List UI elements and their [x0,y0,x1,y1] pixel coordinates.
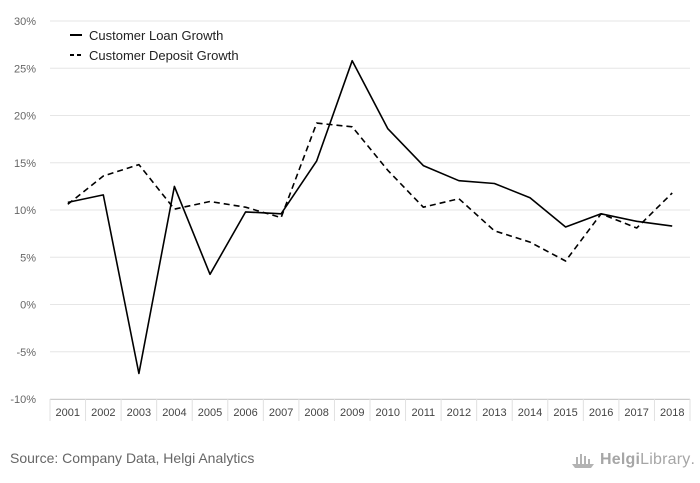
legend-label-2: Customer Deposit Growth [89,48,239,63]
series-line-1 [67,59,673,375]
x-tick-label: 2018 [660,407,684,419]
x-tick-label: 2002 [91,407,115,419]
x-tick-label: 2004 [162,407,186,419]
x-tick-label: 2012 [447,407,471,419]
x-tick-label: 2017 [624,407,648,419]
y-tick-label: -5% [16,347,36,359]
x-axis-ticks: 2001 2002 2003 2004 2005 2006 2007 2008 2009 2010… [56,407,685,419]
series-line-2 [67,122,673,262]
legend: Customer Loan Growth Customer Deposit Gro… [70,28,239,63]
legend-label-1: Customer Loan Growth [89,28,223,43]
brand-dot: . [690,451,696,468]
x-tick-label: 2005 [198,407,222,419]
x-tick-label: 2016 [589,407,613,419]
y-tick-label: 0% [20,300,36,312]
brand-logo: Helgi Library. [570,450,695,470]
x-tick-label: 2007 [269,407,293,419]
x-tick-label: 2001 [56,407,80,419]
y-tick-label: -10% [10,394,36,406]
y-tick-label: 20% [14,111,36,123]
y-tick-label: 15% [14,158,36,170]
x-tick-label: 2015 [553,407,577,419]
y-axis-ticks: -10% -5% 0% 5% 10% 15% 20% 25% 30% [10,16,36,406]
y-tick-label: 25% [14,63,36,75]
y-tick-label: 5% [20,252,36,264]
x-tick-label: 2014 [518,407,542,419]
x-tick-label: 2009 [340,407,364,419]
x-tick-label: 2011 [412,407,436,419]
x-tick-label: 2010 [376,407,400,419]
source-note: Source: Company Data, Helgi Analytics [10,450,255,466]
line-chart: -10%-5%0%5%10%15%20%25%30% 2001 2002 2003 2… [10,16,691,421]
brand-name: Helgi [600,451,641,468]
x-tick-label: 2013 [482,407,506,419]
x-tick-label: 2008 [304,407,328,419]
x-tick-label: 2006 [233,407,257,419]
ship-icon [572,454,594,468]
brand-suffix: Library [640,451,691,468]
y-tick-label: 30% [14,16,36,28]
grid-lines [49,20,691,421]
series-lines [67,59,673,375]
x-tick-label: 2003 [127,407,151,419]
y-tick-label: 10% [14,205,36,217]
